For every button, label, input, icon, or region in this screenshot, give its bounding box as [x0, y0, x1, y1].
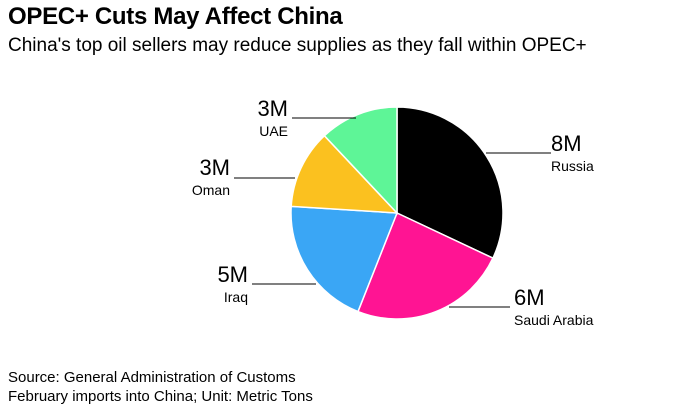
slice-label-russia: Russia — [551, 158, 594, 174]
pie-slice-iraq — [290, 205, 399, 313]
slice-label-oman: Oman — [192, 182, 230, 198]
chart-title: OPEC+ Cuts May Affect China — [8, 3, 343, 30]
slice-label-saudi-arabia: Saudi Arabia — [514, 312, 594, 328]
value-label-uae: 3M — [257, 96, 288, 121]
source-note: Source: General Administration of Custom… — [8, 369, 296, 386]
pie-slice-russia — [396, 106, 504, 260]
pie-slice-saudi-arabia — [357, 211, 494, 320]
value-label-iraq: 5M — [217, 262, 248, 287]
value-label-russia: 8M — [551, 131, 582, 156]
chart-subtitle: China's top oil sellers may reduce suppl… — [8, 35, 587, 56]
slice-label-iraq: Iraq — [224, 289, 248, 305]
pie-slice-oman — [290, 134, 399, 214]
pie-slice-uae — [323, 106, 398, 215]
value-label-oman: 3M — [199, 155, 230, 180]
slice-label-uae: UAE — [259, 123, 288, 139]
value-label-saudi-arabia: 6M — [514, 285, 545, 310]
footnote: February imports into China; Unit: Metri… — [8, 388, 313, 405]
